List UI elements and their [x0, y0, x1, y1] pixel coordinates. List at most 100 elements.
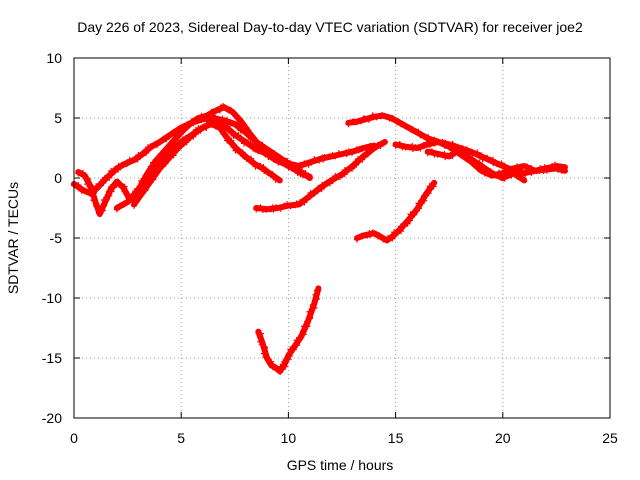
data-point-marker: [430, 183, 437, 190]
data-point-marker: [177, 131, 184, 138]
data-point-marker: [266, 360, 273, 367]
data-point-marker: [449, 153, 456, 160]
data-point-marker: [308, 159, 315, 166]
data-point-marker: [80, 173, 87, 180]
data-point-marker: [415, 128, 422, 135]
data-point-marker: [108, 188, 115, 195]
data-point-marker: [158, 163, 165, 170]
data-point-marker: [369, 146, 376, 153]
data-point-marker: [178, 127, 185, 134]
data-point-marker: [129, 193, 136, 200]
data-point-marker: [474, 160, 481, 167]
data-point-marker: [425, 133, 432, 140]
data-point-marker: [294, 164, 301, 171]
data-point-marker: [354, 155, 361, 162]
data-point-marker: [493, 172, 500, 179]
data-point-marker: [203, 121, 210, 128]
data-point-marker: [404, 220, 411, 227]
data-point-marker: [284, 201, 291, 208]
data-point-marker: [300, 331, 307, 338]
data-point-marker: [309, 302, 316, 309]
data-point-marker: [416, 205, 423, 212]
data-point-marker: [168, 145, 175, 152]
data-point-marker: [374, 233, 381, 240]
data-point-marker: [381, 112, 388, 119]
data-point-marker: [259, 147, 266, 154]
data-point-marker: [391, 229, 398, 236]
y-tick-label: -5: [50, 230, 63, 246]
data-point-marker: [125, 160, 132, 167]
data-point-marker: [289, 165, 296, 172]
data-point-marker: [501, 175, 508, 182]
data-point-marker: [311, 156, 318, 163]
data-point-marker: [519, 164, 526, 171]
data-point-marker: [170, 138, 177, 145]
data-point-marker: [143, 147, 150, 154]
data-point-marker: [297, 161, 304, 168]
data-point-marker: [412, 144, 419, 151]
data-point-marker: [361, 115, 368, 122]
data-point-marker: [276, 157, 283, 164]
data-point-marker: [336, 174, 343, 181]
data-point-marker: [303, 195, 310, 202]
data-point-marker: [299, 168, 306, 175]
data-point-marker: [263, 149, 270, 156]
data-point-marker: [518, 169, 525, 176]
data-point-marker: [314, 185, 321, 192]
data-point-marker: [320, 156, 327, 163]
data-point-marker: [230, 143, 237, 150]
data-point-marker: [86, 183, 93, 190]
data-point-marker: [116, 181, 123, 188]
data-point-marker: [150, 159, 157, 166]
data-point-marker: [369, 229, 376, 236]
data-point-marker: [228, 137, 235, 144]
data-point-marker: [224, 116, 231, 123]
data-point-marker: [239, 119, 246, 126]
data-point-marker: [193, 129, 200, 136]
data-point-marker: [301, 199, 308, 206]
data-point-marker: [503, 171, 510, 178]
data-point-marker: [265, 153, 272, 160]
data-point-marker: [270, 172, 277, 179]
data-point-marker: [528, 164, 535, 171]
data-point-marker: [359, 146, 366, 153]
data-point-marker: [138, 190, 145, 197]
data-point-marker: [238, 137, 245, 144]
data-series: [71, 103, 568, 376]
data-point-marker: [287, 161, 294, 168]
data-point-marker: [228, 107, 235, 114]
data-point-marker: [142, 187, 149, 194]
data-point-marker: [313, 295, 320, 302]
data-point-marker: [447, 144, 454, 151]
data-point-marker: [128, 197, 135, 204]
data-point-marker: [312, 291, 319, 298]
data-point-marker: [154, 155, 161, 162]
data-point-marker: [373, 114, 380, 121]
data-point-marker: [514, 172, 521, 179]
data-point-marker: [474, 149, 481, 156]
data-point-marker: [89, 193, 96, 200]
data-point-marker: [131, 202, 138, 209]
series-trace-10: [424, 144, 528, 184]
data-point-marker: [147, 163, 154, 170]
data-point-marker: [204, 114, 211, 121]
data-point-marker: [273, 365, 280, 372]
data-point-marker: [326, 153, 333, 160]
data-point-marker: [160, 135, 167, 142]
data-point-marker: [277, 205, 284, 212]
data-point-marker: [261, 168, 268, 175]
data-point-marker: [479, 163, 486, 170]
data-point-marker: [304, 318, 311, 325]
data-point-marker: [335, 150, 342, 157]
data-point-marker: [279, 158, 286, 165]
data-point-marker: [369, 112, 376, 119]
data-point-marker: [262, 354, 269, 361]
data-point-marker: [227, 106, 234, 113]
data-point-marker: [455, 144, 462, 151]
data-point-marker: [478, 152, 485, 159]
y-tick-label: 0: [54, 170, 62, 186]
data-point-marker: [78, 187, 85, 194]
data-point-marker: [533, 168, 540, 175]
data-point-marker: [235, 132, 242, 139]
data-point-marker: [229, 130, 236, 137]
